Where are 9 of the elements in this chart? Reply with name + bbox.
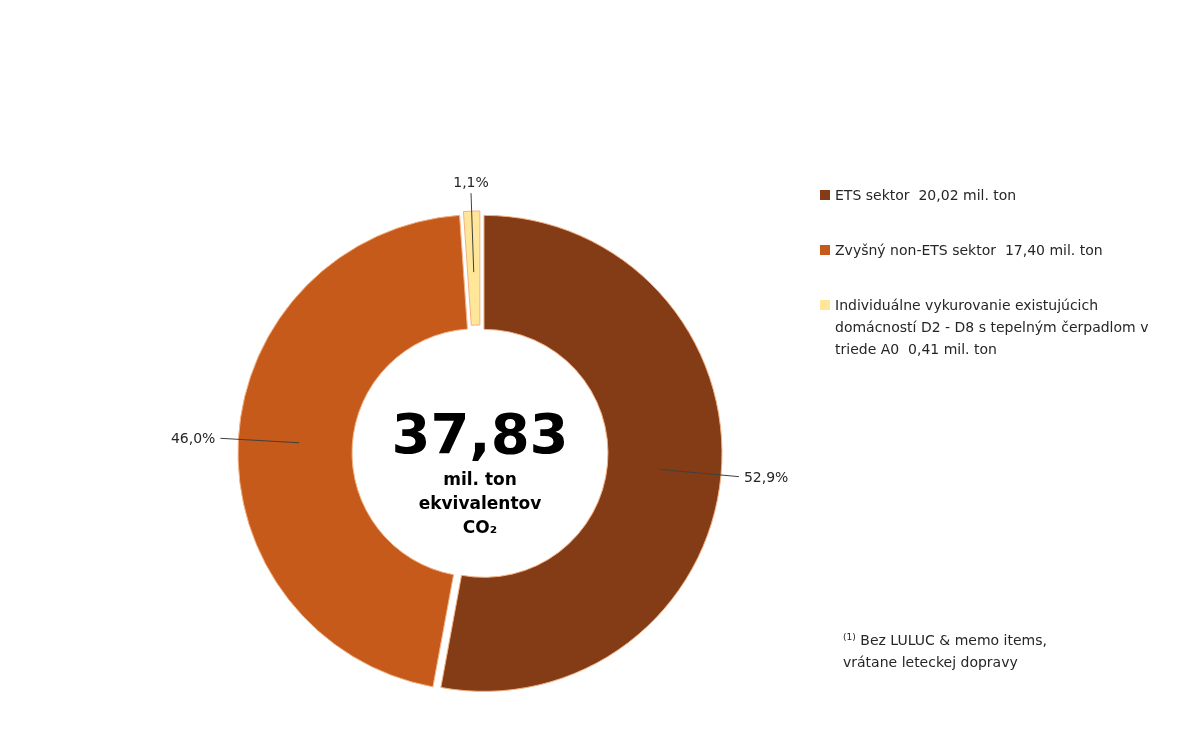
text: mil. ton ekvivalentov CO₂	[418, 469, 542, 537]
text: $^{(1)}$ Bez LULUC & memo items, vrátane leteckej dopravy	[843, 632, 1047, 670]
data-label: 46,0%	[170, 430, 216, 447]
data-label: 52,9%	[743, 468, 789, 485]
text: 37,83	[391, 401, 569, 466]
legend-label: ETS sektor 20,02 mil. ton	[835, 187, 1017, 203]
legend-label: Individuálne vykurovanie existujúcich domácností D2 - D8 s tepelným čerpadlom v triede A0 0,41 mil. ton	[835, 297, 1149, 357]
data-label: 1,1%	[453, 174, 489, 191]
legend-label: Zvyšný non-ETS sektor 17,40 mil. ton	[835, 242, 1103, 258]
